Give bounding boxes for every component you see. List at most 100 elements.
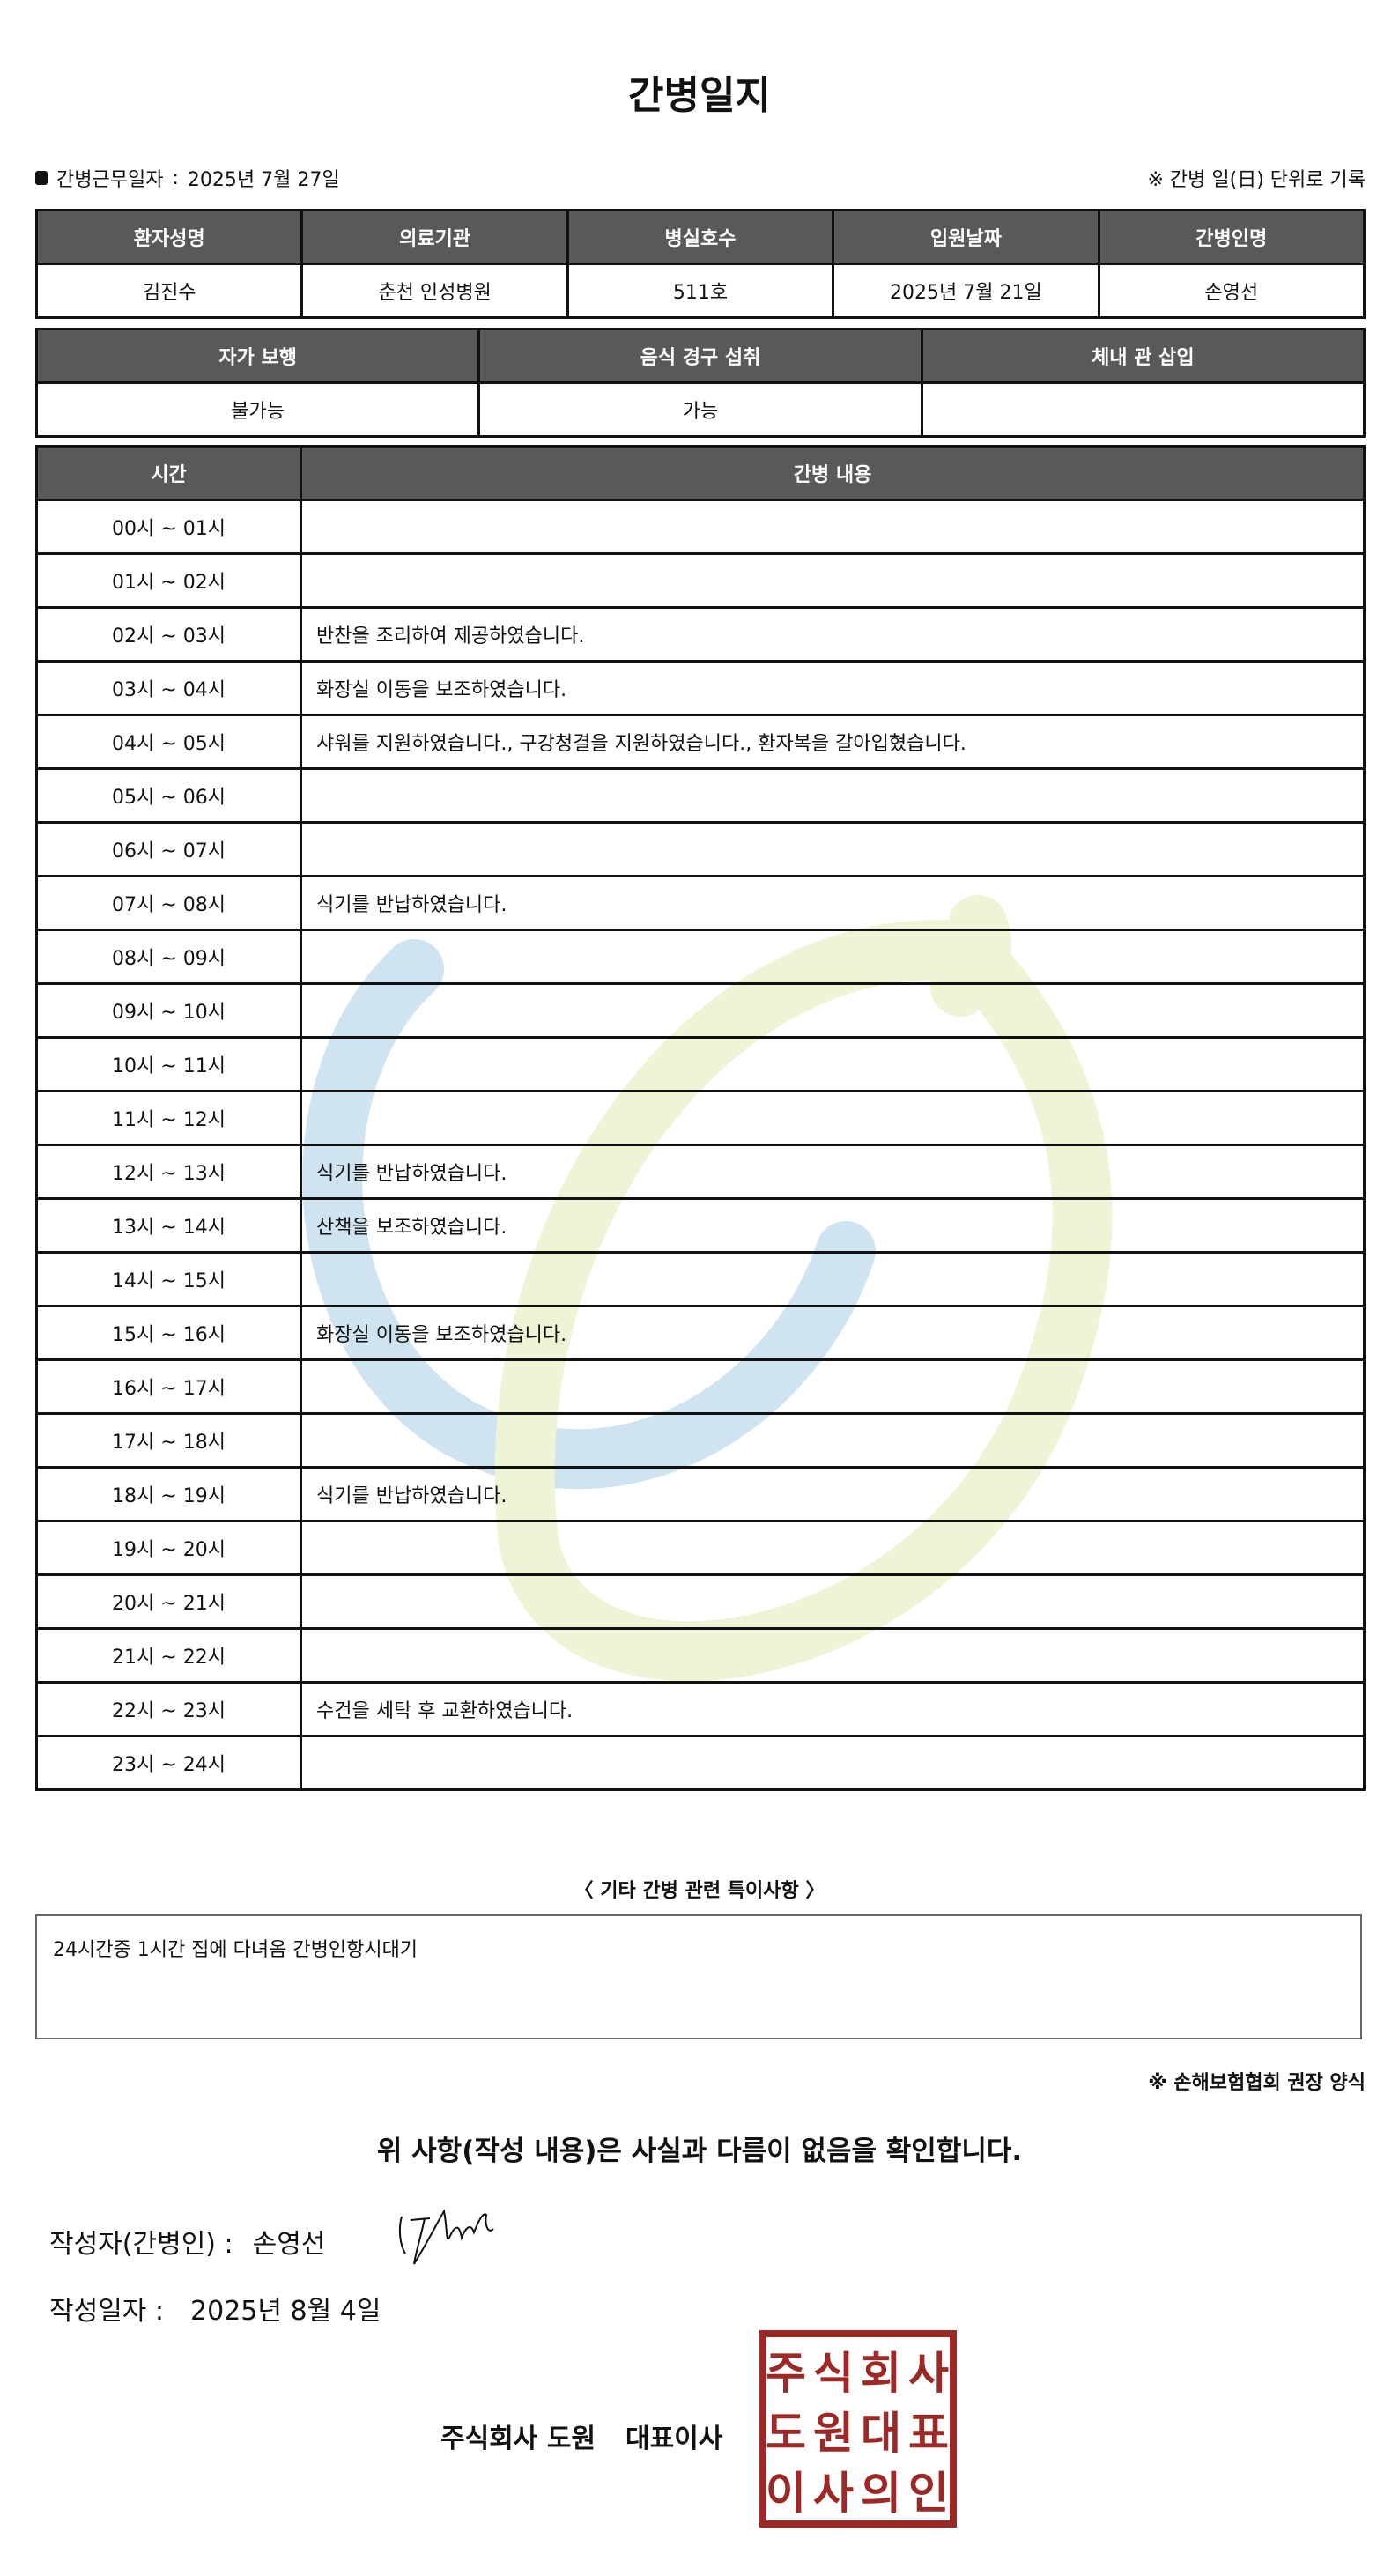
written-date-label: 작성일자 : <box>49 2296 165 2327</box>
work-date-separator: : <box>172 167 179 189</box>
header-patient-name: 환자성명 <box>34 209 304 265</box>
log-content: 식기를 반납하였습니다. <box>300 1466 1366 1522</box>
seal-glyph: 식 <box>813 2348 854 2399</box>
work-date-label: 간병근무일자 <box>56 169 164 191</box>
log-time: 13시 ~ 14시 <box>35 1197 302 1254</box>
log-time: 17시 ~ 18시 <box>35 1412 302 1469</box>
log-row: 02시 ~ 03시 반찬을 조리하여 제공하였습니다. <box>35 606 1366 663</box>
log-row: 11시 ~ 12시 <box>35 1090 1366 1146</box>
walking: 불가능 <box>34 381 481 438</box>
log-content <box>300 1735 1366 1791</box>
log-time: 12시 ~ 13시 <box>35 1144 302 1200</box>
log-content <box>300 1036 1366 1092</box>
log-time: 19시 ~ 20시 <box>35 1520 302 1576</box>
tube <box>920 381 1366 438</box>
log-row: 20시 ~ 21시 <box>35 1573 1366 1630</box>
header-hospital: 의료기관 <box>300 209 569 265</box>
unit-note: ※ 간병 일(日) 단위로 기록 <box>1147 169 1366 191</box>
seal-glyph: 주 <box>766 2348 806 2399</box>
log-content <box>300 1520 1366 1576</box>
log-row: 07시 ~ 08시 식기를 반납하였습니다. <box>35 875 1366 931</box>
status-info-table: 자가 보행 음식 경구 섭취 체내 관 삽입 불가능 가능 <box>34 328 1366 438</box>
log-content <box>300 821 1366 877</box>
company-seal: 주 식 회 사도 원 대 표이 사 의 인 <box>759 2330 957 2528</box>
log-row: 08시 ~ 09시 <box>35 929 1366 985</box>
log-row: 10시 ~ 11시 <box>35 1036 1366 1092</box>
form-note: ※ 손해보험협회 권장 양식 <box>1148 2072 1366 2094</box>
seal-glyph: 사 <box>813 2468 854 2519</box>
log-time: 23시 ~ 24시 <box>35 1735 302 1791</box>
seal-glyph: 인 <box>908 2468 949 2519</box>
page-title: 간병일지 <box>628 73 771 118</box>
oral-intake: 가능 <box>477 381 923 438</box>
log-time: 20시 ~ 21시 <box>35 1573 302 1630</box>
header-walking: 자가 보행 <box>34 328 481 384</box>
work-date-value: 2025년 7월 27일 <box>187 169 340 191</box>
log-time: 10시 ~ 11시 <box>35 1036 302 1092</box>
patient-name: 김진수 <box>34 263 304 319</box>
header-caregiver: 간병인명 <box>1097 209 1366 265</box>
log-row: 09시 ~ 10시 <box>35 982 1366 1039</box>
log-content <box>300 1627 1366 1684</box>
log-content <box>300 1412 1366 1469</box>
hospital: 춘천 인성병원 <box>300 263 569 319</box>
header-content: 간병 내용 <box>300 445 1366 501</box>
confirmation-statement: 위 사항(작성 내용)은 사실과 다름이 없음을 확인합니다. <box>376 2136 1023 2167</box>
log-content: 식기를 반납하였습니다. <box>300 875 1366 931</box>
log-time: 11시 ~ 12시 <box>35 1090 302 1146</box>
log-row: 15시 ~ 16시 화장실 이동을 보조하였습니다. <box>35 1305 1366 1361</box>
bullet-icon <box>35 171 48 185</box>
log-content <box>300 552 1366 609</box>
log-time: 02시 ~ 03시 <box>35 606 302 663</box>
company-name: 주식회사 도원 <box>440 2424 596 2454</box>
log-content <box>300 1573 1366 1630</box>
log-row: 06시 ~ 07시 <box>35 821 1366 877</box>
log-time: 14시 ~ 15시 <box>35 1251 302 1307</box>
log-time: 22시 ~ 23시 <box>35 1681 302 1737</box>
seal-glyph: 도 <box>766 2408 806 2459</box>
log-content: 식기를 반납하였습니다. <box>300 1144 1366 1200</box>
log-content <box>300 767 1366 824</box>
log-row: 05시 ~ 06시 <box>35 767 1366 824</box>
log-content: 수건을 세탁 후 교환하였습니다. <box>300 1681 1366 1737</box>
log-content: 반찬을 조리하여 제공하였습니다. <box>300 606 1366 663</box>
work-date: 간병근무일자 : 2025년 7월 27일 <box>35 164 340 192</box>
seal-glyph: 원 <box>813 2408 854 2459</box>
log-time: 04시 ~ 05시 <box>35 714 302 770</box>
log-time: 16시 ~ 17시 <box>35 1358 302 1415</box>
notes-box: 24시간중 1시간 집에 다녀옴 간병인항시대기 <box>35 1914 1362 2039</box>
log-row: 03시 ~ 04시 화장실 이동을 보조하였습니다. <box>35 660 1366 716</box>
log-row: 04시 ~ 05시 샤워를 지원하였습니다., 구강청결을 지원하였습니다., 환… <box>35 714 1366 770</box>
log-content <box>300 499 1366 555</box>
admission-date: 2025년 7월 21일 <box>832 263 1100 319</box>
seal-glyph: 대 <box>861 2408 901 2459</box>
notes-title: 〈 기타 간병 관련 특이사항 〉 <box>574 1880 825 1902</box>
room: 511호 <box>566 263 835 319</box>
header-oral-intake: 음식 경구 섭취 <box>477 328 923 384</box>
header-time: 시간 <box>35 445 302 501</box>
log-row: 16시 ~ 17시 <box>35 1358 1366 1415</box>
log-content <box>300 1358 1366 1415</box>
log-content <box>300 1251 1366 1307</box>
log-row: 17시 ~ 18시 <box>35 1412 1366 1469</box>
log-time: 05시 ~ 06시 <box>35 767 302 824</box>
seal-glyph: 이 <box>766 2468 806 2519</box>
log-row: 19시 ~ 20시 <box>35 1520 1366 1576</box>
log-time: 00시 ~ 01시 <box>35 499 302 555</box>
company-signature: 주식회사 도원 대표이사 <box>440 2417 722 2455</box>
header-admission-date: 입원날짜 <box>832 209 1100 265</box>
log-time: 01시 ~ 02시 <box>35 552 302 609</box>
log-content <box>300 929 1366 985</box>
log-content: 화장실 이동을 보조하였습니다. <box>300 1305 1366 1361</box>
log-row: 21시 ~ 22시 <box>35 1627 1366 1684</box>
log-row: 23시 ~ 24시 <box>35 1735 1366 1791</box>
signature <box>398 2209 494 2265</box>
written-date-value: 2025년 8월 4일 <box>190 2296 381 2327</box>
seal-glyph: 회 <box>861 2348 901 2399</box>
log-content: 화장실 이동을 보조하였습니다. <box>300 660 1366 716</box>
company-title: 대표이사 <box>625 2424 723 2454</box>
log-content <box>300 982 1366 1039</box>
log-row: 14시 ~ 15시 <box>35 1251 1366 1307</box>
care-log-table: 시간 간병 내용 00시 ~ 01시 01시 ~ 02시 02시 ~ 03시 반찬을 … <box>35 445 1366 1791</box>
log-time: 06시 ~ 07시 <box>35 821 302 877</box>
